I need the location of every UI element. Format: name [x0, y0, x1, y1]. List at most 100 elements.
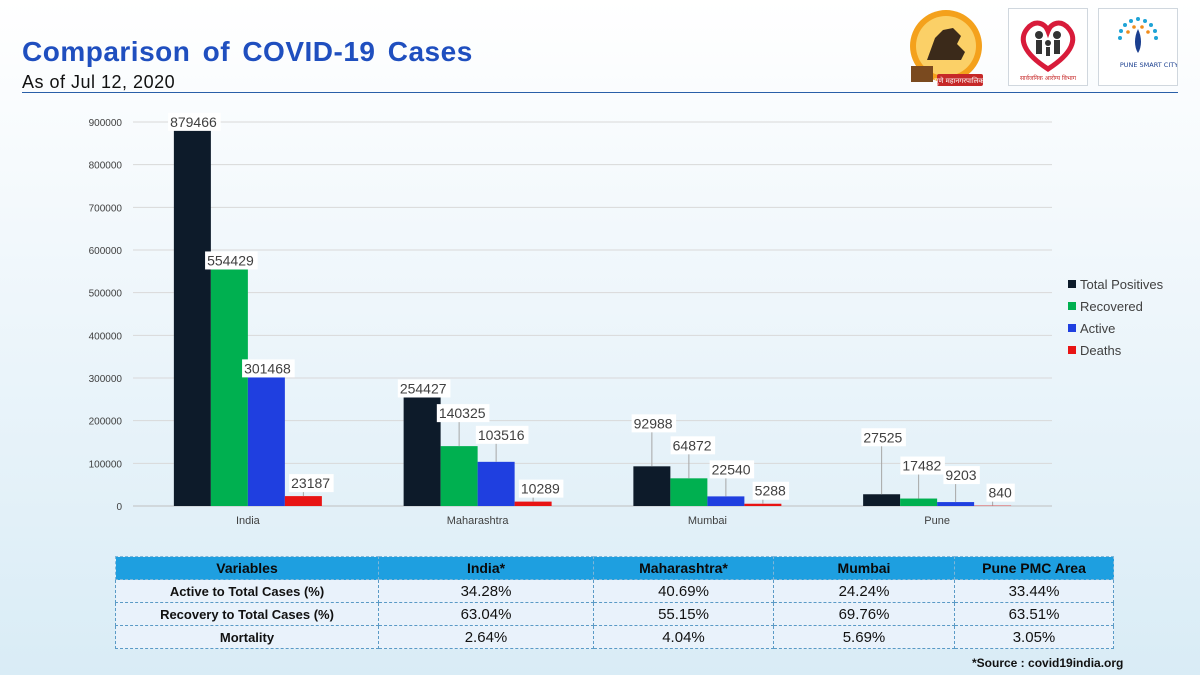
table-header-india: India*: [378, 556, 594, 580]
data-label-background: [168, 112, 221, 131]
pune-municipal-corporation-logo: पुणे महानगरपालिका: [905, 8, 986, 86]
page-title: Comparison of COVID-19 Cases: [22, 36, 473, 67]
data-label: 554429: [207, 252, 254, 268]
data-label: 840: [988, 485, 1012, 501]
bar-recovered-maharashtra: [440, 446, 478, 506]
y-tick-label: 700000: [89, 203, 123, 214]
bar-deaths-maharashtra: [514, 501, 552, 506]
data-label-background: [943, 466, 980, 485]
legend-item-label: Total Positives: [1080, 277, 1164, 292]
data-label-background: [436, 404, 490, 423]
legend-swatch: [1068, 346, 1076, 354]
y-tick-label: 100000: [89, 459, 123, 470]
data-label-background: [752, 481, 790, 500]
y-tick-label: 400000: [89, 331, 123, 342]
table-cell: 55.15%: [593, 602, 774, 626]
covid-bar-chart: 0 100000 200000 300000 400000 500000 600000 700…: [89, 112, 1164, 527]
chart-bars: [173, 130, 1012, 506]
x-tick-label: Maharashtra: [447, 515, 510, 527]
data-label-background: [475, 425, 529, 444]
legend-item-label: Recovered: [1080, 299, 1143, 314]
data-label: 140325: [439, 405, 486, 421]
data-label: 22540: [712, 461, 751, 477]
bar-total-positives-pune: [863, 494, 901, 506]
table-cell-label: Mortality: [115, 625, 379, 649]
data-label: 103516: [478, 427, 525, 443]
table-header-maharashtra: Maharashtra*: [593, 556, 774, 580]
health-logo-text: सार्वजनिक आरोग्य विभाग: [1020, 74, 1077, 82]
legend-swatch: [1068, 324, 1076, 332]
y-tick-label: 300000: [89, 374, 123, 385]
table-header-pune: Pune PMC Area: [954, 556, 1114, 580]
y-tick-label: 0: [116, 502, 122, 513]
bar-recovered-india: [210, 269, 248, 506]
x-tick-label: Pune: [924, 515, 950, 527]
smart-city-logo-text: PUNE SMART CITY: [1120, 61, 1177, 69]
data-label: 23187: [291, 475, 330, 491]
table-cell: 3.05%: [954, 625, 1114, 649]
table-cell: 5.69%: [773, 625, 955, 649]
y-tick-label: 800000: [89, 161, 123, 172]
table-cell: 63.51%: [954, 602, 1114, 626]
y-tick-label: 500000: [89, 289, 123, 300]
table-header-row: Variables India* Maharashtra* Mumbai Pun…: [115, 556, 1114, 580]
data-label: 301468: [244, 360, 291, 376]
data-label-background: [289, 474, 334, 493]
data-label-background: [205, 251, 258, 270]
chart-data-labels: 879466 554429 301468 23187 254427 140325 10351…: [168, 112, 1015, 506]
table-cell: 24.24%: [773, 579, 955, 603]
table-row: Recovery to Total Cases (%) 63.04% 55.15…: [115, 602, 1114, 626]
data-label-background: [709, 460, 755, 479]
bar-active-pune: [937, 502, 975, 506]
data-label: 254427: [400, 380, 447, 396]
table-cell: 40.69%: [593, 579, 774, 603]
data-label: 17482: [902, 458, 941, 474]
pune-smart-city-logo: PUNE SMART CITY: [1098, 8, 1178, 86]
bar-total-positives-mumbai: [633, 466, 671, 506]
data-label: 92988: [634, 415, 673, 431]
data-label: 5288: [755, 483, 786, 499]
data-label-background: [670, 436, 716, 455]
bar-recovered-pune: [900, 498, 938, 506]
table-header-mumbai: Mumbai: [773, 556, 955, 580]
table-cell: 4.04%: [593, 625, 774, 649]
bar-active-mumbai: [707, 496, 745, 506]
table-cell-label: Recovery to Total Cases (%): [115, 602, 379, 626]
data-label: 9203: [945, 467, 976, 483]
table-cell: 2.64%: [378, 625, 594, 649]
y-tick-label: 600000: [89, 246, 123, 257]
data-label-background: [631, 414, 677, 433]
bar-deaths-mumbai: [744, 503, 782, 506]
chart-legend: Total Positives Recovered Active Deaths: [1068, 277, 1164, 358]
legend-swatch: [1068, 302, 1076, 310]
table-header-variables: Variables: [115, 556, 379, 580]
data-label-background: [861, 428, 906, 447]
bar-total-positives-maharashtra: [403, 397, 441, 506]
x-tick-label: Mumbai: [688, 515, 727, 527]
data-label-background: [397, 379, 451, 398]
data-label: 10289: [521, 481, 560, 497]
title-divider: [22, 92, 1178, 93]
bar-active-india: [247, 377, 285, 506]
page-subtitle: As of Jul 12, 2020: [22, 72, 176, 92]
data-label: 27525: [863, 429, 902, 445]
table-cell-label: Active to Total Cases (%): [115, 579, 379, 603]
table-row: Active to Total Cases (%) 34.28% 40.69% …: [115, 579, 1114, 603]
y-tick-label: 200000: [89, 417, 123, 428]
table-cell: 69.76%: [773, 602, 955, 626]
bar-total-positives-india: [173, 130, 211, 506]
legend-swatch: [1068, 280, 1076, 288]
table-cell: 33.44%: [954, 579, 1114, 603]
data-label-background: [986, 483, 1015, 502]
legend-item-label: Active: [1080, 321, 1115, 336]
y-tick-label: 900000: [89, 118, 123, 129]
data-label-background: [900, 456, 945, 475]
table-row: Mortality 2.64% 4.04% 5.69% 3.05%: [115, 625, 1114, 649]
data-label-background: [242, 359, 295, 378]
table-cell: 63.04%: [378, 602, 594, 626]
data-label: 64872: [673, 437, 712, 453]
table-cell: 34.28%: [378, 579, 594, 603]
source-note: *Source : covid19india.org: [972, 656, 1124, 670]
pmc-logo-text: पुणे महानगरपालिका: [934, 76, 985, 85]
bar-recovered-mumbai: [670, 478, 708, 506]
